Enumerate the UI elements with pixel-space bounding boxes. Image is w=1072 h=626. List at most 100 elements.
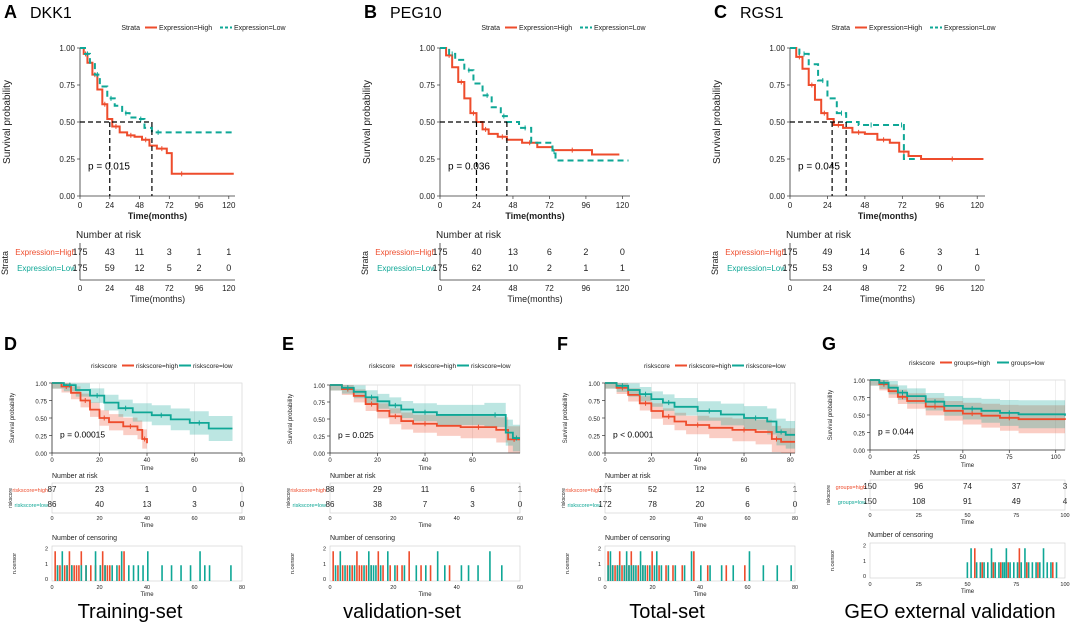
panel-letter-G: G	[822, 334, 836, 354]
censor-bar-G-high-2	[992, 562, 995, 578]
y-tick-label-C-4: 1.00	[769, 44, 785, 53]
y-tick-label-D-2: 0.50	[35, 417, 47, 423]
risk-count-C-0-5: 1	[975, 247, 980, 257]
risk-strata-label-C: Strata	[710, 251, 720, 275]
risk-count-D-0-2: 1	[145, 485, 150, 494]
km-curve-B-high	[440, 47, 620, 156]
risk-strata-label-E: riskscore	[286, 488, 292, 508]
risk-row-label-A-1: Expression=Low	[17, 264, 76, 273]
censor-bar-D-low-18	[170, 565, 173, 581]
risk-count-F-0-1: 52	[648, 485, 657, 494]
risk-count-B-1-5: 1	[620, 263, 625, 273]
risk-count-A-1-5: 0	[226, 263, 231, 273]
censor-bar-F-high-20	[693, 551, 695, 581]
censor-bar-D-high-9	[78, 565, 80, 581]
censor-bar-E-low-2	[344, 565, 346, 581]
censor-bar-E-low-18	[460, 565, 463, 581]
y-tick-label-F-2: 0.50	[588, 417, 600, 423]
censor-bar-F-low-23	[709, 565, 711, 581]
risk-row-label-G-0: groups=high	[836, 485, 866, 491]
y-tick-label-A-1: 0.25	[59, 155, 75, 164]
risk-table-title-C: Number at risk	[786, 230, 852, 241]
legend-label-high-F: riskscore=high	[689, 363, 731, 370]
censor-bar-E-low-10	[379, 565, 382, 581]
y-tick-label-E-1: 0.25	[313, 435, 325, 441]
censor-bar-E-low-12	[394, 565, 396, 581]
y-tick-label-C-1: 0.25	[769, 155, 785, 164]
risk-row-label-E-0: riskscore=high	[290, 488, 326, 494]
risk-x-tick-C-2: 48	[860, 284, 869, 293]
km-curve-D-high	[52, 382, 148, 444]
x-axis-label-D: Time	[140, 466, 154, 472]
censor-bar-F-low-25	[732, 565, 735, 581]
censor-x-tick-G-2: 50	[964, 582, 970, 588]
censor-x-tick-E-0: 0	[328, 585, 331, 591]
censor-bar-F-low-12	[642, 565, 644, 581]
y-tick-label-G-1: 0.25	[853, 432, 865, 438]
censor-bar-D-low-11	[120, 551, 123, 581]
risk-count-D-1-1: 40	[95, 500, 104, 509]
x-tick-label-E-1: 20	[374, 458, 381, 464]
x-tick-label-E-0: 0	[328, 458, 332, 464]
legend-title-A: Strata	[121, 25, 140, 32]
censor-bar-G-high-1	[981, 562, 984, 578]
censor-x-tick-D-3: 60	[191, 585, 197, 591]
y-tick-label-B-3: 0.75	[419, 81, 435, 90]
censor-x-tick-G-1: 25	[916, 582, 922, 588]
legend-title-G: riskscore	[909, 360, 935, 367]
risk-row-label-G-1: groups=low	[838, 500, 866, 506]
x-tick-label-C-4: 96	[935, 201, 944, 210]
risk-strata-label-D: riskscore	[8, 488, 14, 508]
risk-count-F-0-2: 12	[696, 485, 705, 494]
censor-bar-D-low-24	[230, 565, 232, 581]
x-tick-label-D-1: 20	[96, 458, 103, 464]
censor-bar-G-low-24	[1055, 562, 1058, 578]
censor-x-tick-F-4: 80	[792, 585, 798, 591]
risk-count-A-1-1: 59	[105, 263, 115, 273]
censor-bar-D-low-19	[180, 565, 182, 581]
censor-bar-F-low-8	[630, 565, 633, 581]
km-curve-C-high	[790, 47, 984, 160]
censor-bar-F-low-2	[611, 565, 614, 581]
censor-y-label-G: n.censor	[830, 550, 836, 571]
y-tick-label-B-1: 0.25	[419, 155, 435, 164]
x-axis-label-F: Time	[693, 466, 707, 472]
risk-x-tick-G-0: 0	[868, 513, 871, 519]
censor-bar-F-low-11	[639, 551, 642, 581]
risk-table-title-D: Number at risk	[52, 473, 98, 480]
censor-bar-F-low-26	[748, 551, 751, 581]
caption-3: GEO external validation	[844, 601, 1055, 623]
censor-bar-D-low-22	[204, 565, 206, 581]
risk-x-label-E: Time	[418, 523, 432, 529]
censor-y-tick-E-2: 2	[323, 547, 326, 553]
x-axis-label-E: Time	[418, 466, 432, 472]
censor-bar-E-low-14	[415, 565, 418, 581]
censor-bar-G-low-14	[1016, 562, 1019, 578]
risk-count-C-1-5: 0	[975, 263, 980, 273]
censor-x-tick-F-0: 0	[603, 585, 606, 591]
censor-bar-D-high-8	[75, 565, 78, 581]
risk-count-B-1-3: 2	[547, 263, 552, 273]
x-tick-label-D-3: 60	[191, 458, 198, 464]
censor-bar-D-low-13	[132, 565, 135, 581]
y-tick-label-B-4: 1.00	[419, 44, 435, 53]
risk-row-label-D-1: riskscore=low	[15, 503, 48, 509]
censor-bar-D-low-10	[116, 565, 118, 581]
y-tick-label-A-4: 1.00	[59, 44, 75, 53]
risk-strata-label-A: Strata	[0, 251, 10, 275]
risk-x-tick-C-3: 72	[898, 284, 907, 293]
x-tick-label-B-0: 0	[438, 201, 443, 210]
y-tick-label-D-3: 0.75	[35, 400, 47, 406]
km-curve-E-low	[330, 384, 520, 439]
risk-count-C-1-3: 2	[900, 263, 905, 273]
risk-count-D-1-3: 3	[192, 500, 197, 509]
censor-bar-D-low-9	[111, 565, 113, 581]
risk-count-E-0-1: 29	[373, 485, 382, 494]
x-tick-label-A-5: 120	[222, 201, 236, 210]
risk-count-A-1-4: 2	[197, 263, 202, 273]
y-tick-label-F-1: 0.25	[588, 435, 600, 441]
caption-2: Total-set	[629, 601, 705, 623]
x-tick-label-A-2: 48	[135, 201, 144, 210]
y-tick-label-B-2: 0.50	[419, 118, 435, 127]
x-tick-label-C-5: 120	[971, 201, 985, 210]
